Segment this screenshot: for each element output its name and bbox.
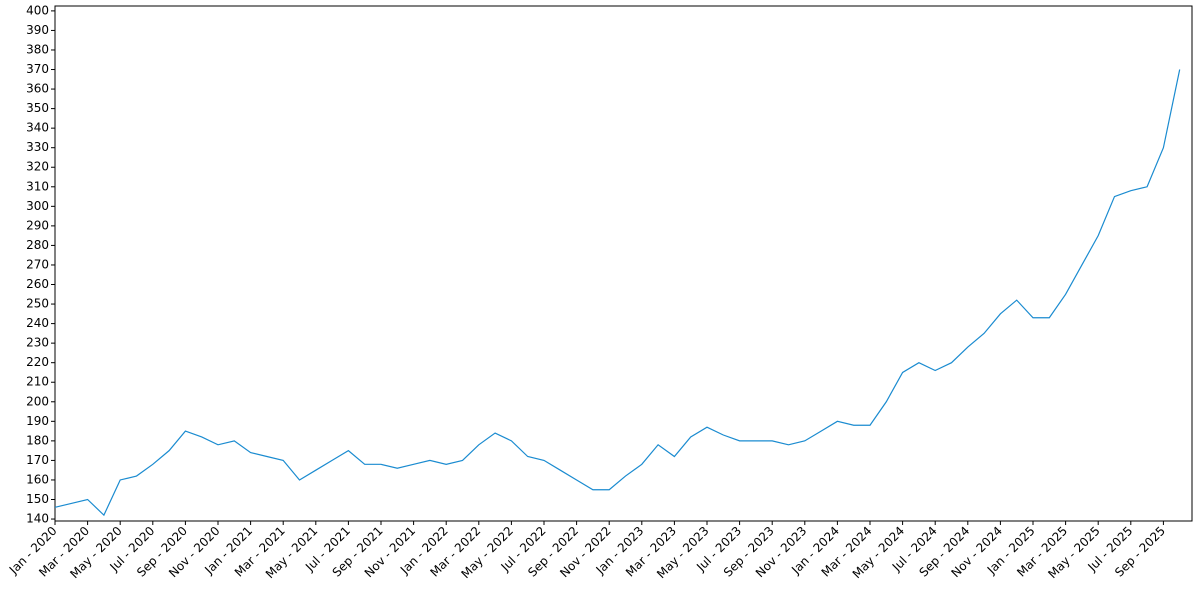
y-tick-label: 140: [26, 512, 49, 526]
y-tick-label: 360: [26, 82, 49, 96]
y-tick-label: 260: [26, 277, 49, 291]
y-tick-label: 220: [26, 355, 49, 369]
y-tick-label: 390: [26, 23, 49, 37]
y-tick-label: 380: [26, 42, 49, 56]
y-tick-label: 350: [26, 101, 49, 115]
y-tick-label: 290: [26, 218, 49, 232]
y-tick-label: 250: [26, 297, 49, 311]
price-line: [54, 69, 1181, 517]
y-tick-label: 160: [26, 472, 49, 486]
plot-frame: [54, 5, 1193, 522]
y-tick-label: 170: [26, 453, 49, 467]
y-tick-label: 330: [26, 140, 49, 154]
y-tick-label: 310: [26, 179, 49, 193]
y-tick-label: 240: [26, 316, 49, 330]
y-tick-label: 150: [26, 492, 49, 506]
y-tick-label: 200: [26, 394, 49, 408]
y-tick-label: 230: [26, 336, 49, 350]
y-tick-label: 370: [26, 62, 49, 76]
y-tick-label: 280: [26, 238, 49, 252]
y-tick-label: 190: [26, 414, 49, 428]
y-tick-label: 320: [26, 160, 49, 174]
y-tick-label: 210: [26, 375, 49, 389]
y-tick-label: 400: [26, 3, 49, 17]
y-tick-label: 270: [26, 257, 49, 271]
y-tick-label: 180: [26, 433, 49, 447]
y-tick-label: 300: [26, 199, 49, 213]
y-tick-label: 340: [26, 121, 49, 135]
